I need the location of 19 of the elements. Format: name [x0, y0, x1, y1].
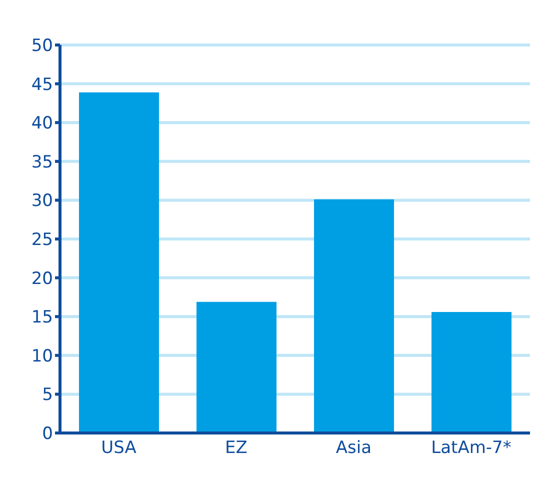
y-tick-label: 10 [31, 346, 53, 366]
bar [196, 302, 276, 433]
x-tick-label: USA [101, 438, 137, 458]
x-tick-label: EZ [225, 438, 248, 458]
x-tick-label: Asia [336, 438, 372, 458]
y-tick-label: 20 [31, 268, 53, 289]
y-tick-label: 35 [31, 152, 53, 172]
y-tick-label: 45 [31, 74, 53, 95]
y-tick-label: 25 [31, 230, 53, 250]
y-tick-label: 40 [31, 114, 53, 134]
x-tick-label: LatAm-7* [431, 438, 512, 458]
bar [314, 199, 394, 433]
y-tick-label: 50 [31, 36, 53, 56]
bar [432, 312, 512, 433]
y-tick-label: 5 [42, 385, 53, 406]
y-tick-label: 15 [31, 308, 53, 328]
bar [79, 92, 159, 433]
y-tick-label: 30 [31, 191, 53, 212]
y-tick-label: 0 [42, 424, 53, 444]
